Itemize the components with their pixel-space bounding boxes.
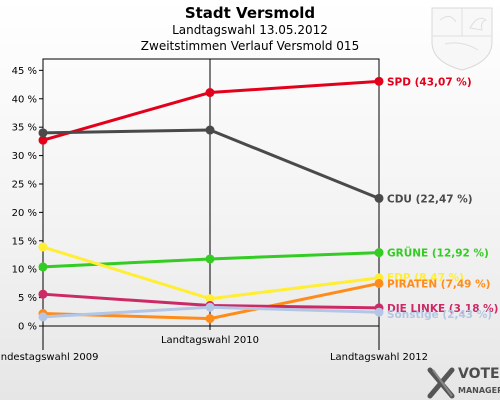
series-label-cdu: CDU (22,47 %) [387, 193, 473, 205]
series-labels: SPD (43,07 %) CDU (22,47 %) GRÜNE (12,92 %… [387, 76, 498, 321]
data-point-gr-ne [205, 254, 215, 264]
y-tick-label: 0 % [18, 322, 37, 333]
x-tick-label: Landtagswahl 2012 [330, 352, 428, 363]
data-point-sonstige [38, 312, 48, 322]
coat-of-arms-icon [431, 7, 493, 71]
y-tick-label: 20 % [12, 208, 37, 219]
y-axis: 0 % 5 % 10 % 15 % 20 % 25 % 30 % 35 % 40 % 45 % [12, 66, 43, 333]
vote-manager-logo-icon [427, 367, 455, 399]
series-layer [38, 76, 384, 324]
data-point-fdp [38, 242, 48, 252]
chart-title: Stadt Versmold [184, 4, 316, 22]
data-point-gr-ne [374, 248, 384, 258]
y-tick-label: 40 % [12, 94, 37, 105]
data-point-cdu [205, 125, 215, 135]
y-tick-label: 35 % [12, 123, 37, 134]
y-tick-label: 30 % [12, 151, 37, 162]
y-tick-label: 25 % [12, 179, 37, 190]
series-label-fdp: FDP (8,47 %) [387, 272, 464, 284]
series-line-cdu [42, 128, 380, 200]
series-label-spd: SPD (43,07 %) [387, 76, 472, 88]
y-tick-label: 45 % [12, 66, 37, 77]
data-point-spd [38, 135, 48, 145]
chart-subtitle-election: Landtagswahl 13.05.2012 [172, 23, 328, 37]
data-point-die-linke [38, 289, 48, 299]
series-label-sonstige: Sonstige (2,43 %) [387, 309, 492, 321]
data-point-cdu [374, 193, 384, 203]
logo-manager-text: MANAGER [458, 386, 500, 395]
chart-subtitle-area: Zweitstimmen Verlauf Versmold 015 [140, 39, 360, 53]
data-point-cdu [38, 128, 48, 138]
x-tick-label: Bundestagswahl 2009 [0, 352, 98, 363]
data-point-piraten [205, 314, 215, 324]
data-point-spd [205, 88, 215, 98]
chart-titles: Stadt Versmold Landtagswahl 13.05.2012 Z… [0, 4, 500, 54]
x-tick-label: Landtagswahl 2010 [161, 335, 259, 346]
series-label-die-linke: DIE LINKE (3,18 %) [387, 303, 498, 315]
logo-vote-text: VOTE [458, 366, 500, 382]
data-point-fdp [205, 294, 215, 304]
y-tick-label: 15 % [12, 236, 37, 247]
data-point-sonstige [374, 307, 384, 317]
y-tick-label: 5 % [18, 293, 37, 304]
data-point-spd [374, 76, 384, 86]
data-point-sonstige [205, 302, 215, 312]
y-tick-label: 10 % [12, 265, 37, 276]
plot-border [42, 58, 380, 327]
data-point-piraten [374, 278, 384, 288]
series-label-gr-ne: GRÜNE (12,92 %) [387, 246, 489, 260]
data-point-gr-ne [38, 262, 48, 272]
x-axis: Bundestagswahl 2009 Landtagswahl 2010 Land… [0, 59, 428, 363]
series-label-piraten: PIRATEN (7,49 %) [387, 278, 490, 290]
plot-area [42, 58, 380, 327]
